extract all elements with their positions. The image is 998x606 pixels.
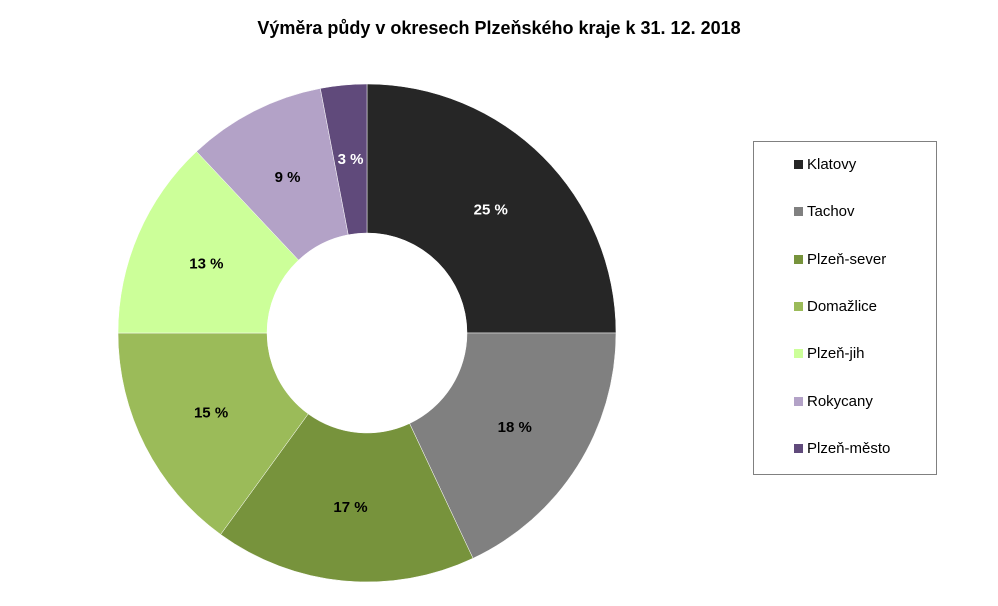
- chart-title: Výměra půdy v okresech Plzeňského kraje …: [257, 18, 741, 38]
- data-label: 15 %: [194, 404, 228, 421]
- slice-Plzeň-sever: [220, 413, 474, 583]
- legend-swatch: [794, 207, 803, 217]
- legend-item: Plzeň-jih: [794, 345, 865, 362]
- legend-item: Tachov: [794, 203, 855, 220]
- legend-swatch: [794, 160, 803, 169]
- legend-label: Rokycany: [807, 392, 873, 410]
- data-label: 18 %: [498, 419, 532, 436]
- legend-label: Klatovy: [807, 156, 857, 173]
- legend-swatch: [794, 349, 803, 359]
- legend-label: Domažlice: [807, 297, 878, 315]
- legend-label: Plzeň-sever: [807, 250, 887, 268]
- data-label: 13 %: [189, 255, 223, 272]
- slice-Klatovy: [366, 83, 617, 334]
- legend-item: Klatovy: [794, 156, 856, 173]
- data-label: 9 %: [275, 169, 301, 186]
- legend-item: Plzeň-sever: [794, 251, 886, 268]
- slice-Plzeň-město: [320, 83, 368, 236]
- legend-swatch: [794, 254, 803, 264]
- legend-swatch: [794, 396, 803, 406]
- slice-Domažlice: [117, 332, 309, 535]
- slice-Tachov: [409, 332, 617, 559]
- legend: Klatovy Tachov Plzeň-sever Domažlice Plzeň-j…: [753, 141, 937, 475]
- legend-label: Tachov: [807, 203, 855, 221]
- legend-item: Rokycany: [794, 393, 873, 410]
- data-label: 25 %: [474, 201, 508, 218]
- legend-label: Plzeň-město: [807, 439, 891, 457]
- data-label: 17 %: [333, 499, 367, 516]
- legend-label: Plzeň-jih: [807, 345, 865, 363]
- legend-item: Plzeň-město: [794, 440, 890, 457]
- legend-swatch: [794, 301, 803, 311]
- slice-Plzeň-jih: [117, 151, 299, 334]
- legend-swatch: [794, 443, 803, 453]
- data-label: 3 %: [338, 151, 364, 168]
- legend-item: Domažlice: [794, 298, 877, 315]
